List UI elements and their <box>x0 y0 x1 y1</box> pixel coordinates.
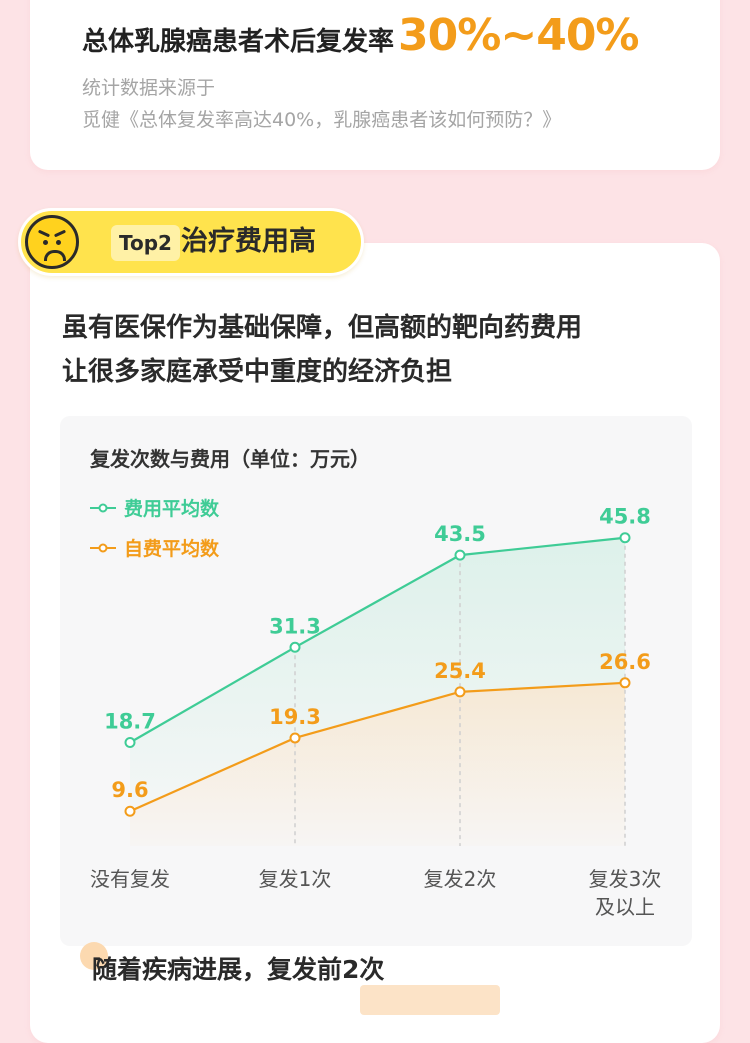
x-tick-label-3: 复发3次 <box>589 867 662 891</box>
angry-face-icon <box>25 215 79 269</box>
headline-text: 总体乳腺癌患者术后复发率 <box>82 27 395 57</box>
source-note: 统计数据来源于 觅健《总体复发率高达40%，乳腺癌患者该如何预防？》 <box>82 72 561 136</box>
x-tick-label-2: 复发2次 <box>424 867 497 891</box>
data-point-1-1 <box>289 732 301 744</box>
legend-label-1: 自费平均数 <box>124 537 220 560</box>
x-tick-label-1: 复发1次 <box>259 867 332 891</box>
series-line-0 <box>129 536 626 744</box>
source-line-1: 统计数据来源于 <box>82 77 216 99</box>
data-point-1-3 <box>619 677 631 689</box>
data-label-1-3: 26.6 <box>599 650 651 674</box>
recurrence-rate-card <box>30 0 720 170</box>
footer-bullet <box>80 942 108 970</box>
area-self <box>130 682 625 846</box>
footer-peek <box>360 985 500 1015</box>
area-total <box>130 537 625 812</box>
subhead-line-1: 虽有医保作为基础保障，但高额的靶向药费用 <box>62 313 583 343</box>
legend-marker-1 <box>98 543 108 553</box>
footer-text: 随着疾病进展，复发前2次 <box>92 955 385 984</box>
data-point-1-2 <box>454 686 466 698</box>
data-label-1-1: 19.3 <box>269 705 321 729</box>
data-point-0-2 <box>454 549 466 561</box>
section-badge: Top2 治疗费用高 <box>18 208 364 276</box>
data-label-0-1: 31.3 <box>269 614 321 638</box>
legend-label-0: 费用平均数 <box>124 497 220 520</box>
legend-marker-0 <box>98 503 108 513</box>
data-point-0-0 <box>124 736 136 748</box>
chart-container: 复发次数与费用（单位：万元） 费用平均数自费平均数 18.7 31.3 43.5 45.8… <box>60 416 692 946</box>
recurrence-headline: 总体乳腺癌患者术后复发率 30%~40% <box>82 10 640 61</box>
data-label-1-2: 25.4 <box>434 659 486 683</box>
section-title: 治疗费用高 <box>181 226 316 257</box>
data-point-0-1 <box>289 641 301 653</box>
data-label-1-0: 9.6 <box>111 778 148 802</box>
x-tick-label-3-1: 及以上 <box>595 895 655 919</box>
data-point-0-3 <box>619 532 631 544</box>
series-line-1 <box>129 681 626 813</box>
data-label-0-0: 18.7 <box>104 709 156 733</box>
data-label-0-2: 43.5 <box>434 522 486 546</box>
headline-highlight: 30%~40% <box>398 10 639 61</box>
rank-tag: Top2 <box>111 225 180 261</box>
data-point-1-0 <box>124 805 136 817</box>
section-subhead: 虽有医保作为基础保障，但高额的靶向药费用 让很多家庭承受中重度的经济负担 <box>62 306 582 394</box>
chart-title: 复发次数与费用（单位：万元） <box>89 447 370 471</box>
subhead-line-2: 让很多家庭承受中重度的经济负担 <box>62 357 453 387</box>
data-label-0-3: 45.8 <box>599 505 651 529</box>
x-tick-label-0: 没有复发 <box>90 867 170 891</box>
source-line-2: 觅健《总体复发率高达40%，乳腺癌患者该如何预防？》 <box>82 109 562 131</box>
